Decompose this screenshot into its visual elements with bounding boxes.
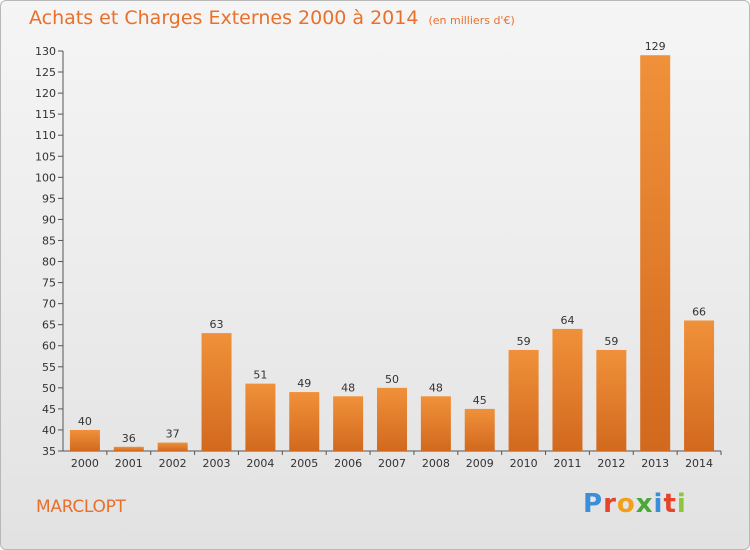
proxiti-logo: Proxiti <box>583 489 687 519</box>
y-tick-label: 90 <box>42 213 56 226</box>
y-tick-label: 55 <box>42 361 56 374</box>
x-tick-label: 2009 <box>466 457 494 470</box>
x-tick-label: 2008 <box>422 457 450 470</box>
y-tick-label: 125 <box>35 66 56 79</box>
logo-letter: r <box>603 489 617 519</box>
y-tick-label: 130 <box>35 45 56 58</box>
bar-2011 <box>552 328 583 451</box>
x-tick-label: 2007 <box>378 457 406 470</box>
y-tick-label: 45 <box>42 403 56 416</box>
y-tick-label: 40 <box>42 424 56 437</box>
data-label-2007: 50 <box>385 373 399 386</box>
logo-letter: t <box>663 489 677 519</box>
data-label-2013: 129 <box>645 40 666 53</box>
y-tick-label: 80 <box>42 256 56 269</box>
x-tick-label: 2005 <box>290 457 318 470</box>
y-tick-label: 60 <box>42 340 56 353</box>
data-label-2005: 49 <box>297 377 311 390</box>
x-tick-label: 2014 <box>685 457 713 470</box>
y-tick-label: 115 <box>35 108 56 121</box>
data-label-2003: 63 <box>210 318 224 331</box>
bar-2003 <box>201 333 232 451</box>
x-tick-label: 2004 <box>246 457 274 470</box>
data-label-2010: 59 <box>517 335 531 348</box>
bar-2007 <box>377 387 407 451</box>
logo-letter: i <box>676 489 687 519</box>
data-label-2000: 40 <box>78 415 92 428</box>
bar-2000 <box>69 429 100 451</box>
x-tick-label: 2000 <box>71 457 99 470</box>
bar-2005 <box>289 392 320 451</box>
data-label-2006: 48 <box>341 381 355 394</box>
y-tick-label: 85 <box>42 234 56 247</box>
data-label-2002: 37 <box>166 428 180 441</box>
x-tick-label: 2003 <box>203 457 231 470</box>
bar-2002 <box>157 442 188 451</box>
x-tick-label: 2002 <box>159 457 187 470</box>
chart-title-text: Achats et Charges Externes 2000 à 2014 <box>29 7 419 29</box>
y-tick-label: 100 <box>35 171 56 184</box>
logo-letter: P <box>583 489 604 519</box>
logo-letter: x <box>635 489 654 519</box>
bar-2013 <box>640 55 671 452</box>
bar-2010 <box>508 349 539 451</box>
y-tick-label: 105 <box>35 150 56 163</box>
y-tick-label: 70 <box>42 298 56 311</box>
y-tick-label: 65 <box>42 319 56 332</box>
data-label-2011: 64 <box>560 314 574 327</box>
logo-letter: o <box>616 489 636 519</box>
y-tick-label: 110 <box>35 129 56 142</box>
bar-2014 <box>684 320 715 451</box>
data-label-2012: 59 <box>604 335 618 348</box>
bar-2012 <box>596 349 627 451</box>
town-name: MARCLOPT <box>36 497 126 517</box>
bar-2001 <box>113 446 144 451</box>
data-label-2001: 36 <box>122 432 136 445</box>
x-tick-label: 2011 <box>553 457 581 470</box>
data-label-2014: 66 <box>692 305 706 318</box>
chart-title: Achats et Charges Externes 2000 à 2014 (e… <box>29 7 515 29</box>
y-tick-label: 50 <box>42 382 56 395</box>
bar-2008 <box>420 396 451 451</box>
data-label-2004: 51 <box>253 369 267 382</box>
chart-unit-note: (en milliers d'€) <box>428 14 515 27</box>
logo-letter: i <box>653 489 664 519</box>
data-label-2009: 45 <box>473 394 487 407</box>
bar-2004 <box>245 383 276 451</box>
x-tick-label: 2006 <box>334 457 362 470</box>
bar-2009 <box>464 408 495 451</box>
x-tick-label: 2010 <box>510 457 538 470</box>
x-tick-label: 2012 <box>597 457 625 470</box>
y-tick-label: 35 <box>42 445 56 458</box>
data-label-2008: 48 <box>429 381 443 394</box>
y-tick-label: 75 <box>42 277 56 290</box>
x-tick-label: 2013 <box>641 457 669 470</box>
y-tick-label: 120 <box>35 87 56 100</box>
x-tick-label: 2001 <box>115 457 143 470</box>
y-tick-label: 95 <box>42 192 56 205</box>
bar-2006 <box>333 396 364 451</box>
